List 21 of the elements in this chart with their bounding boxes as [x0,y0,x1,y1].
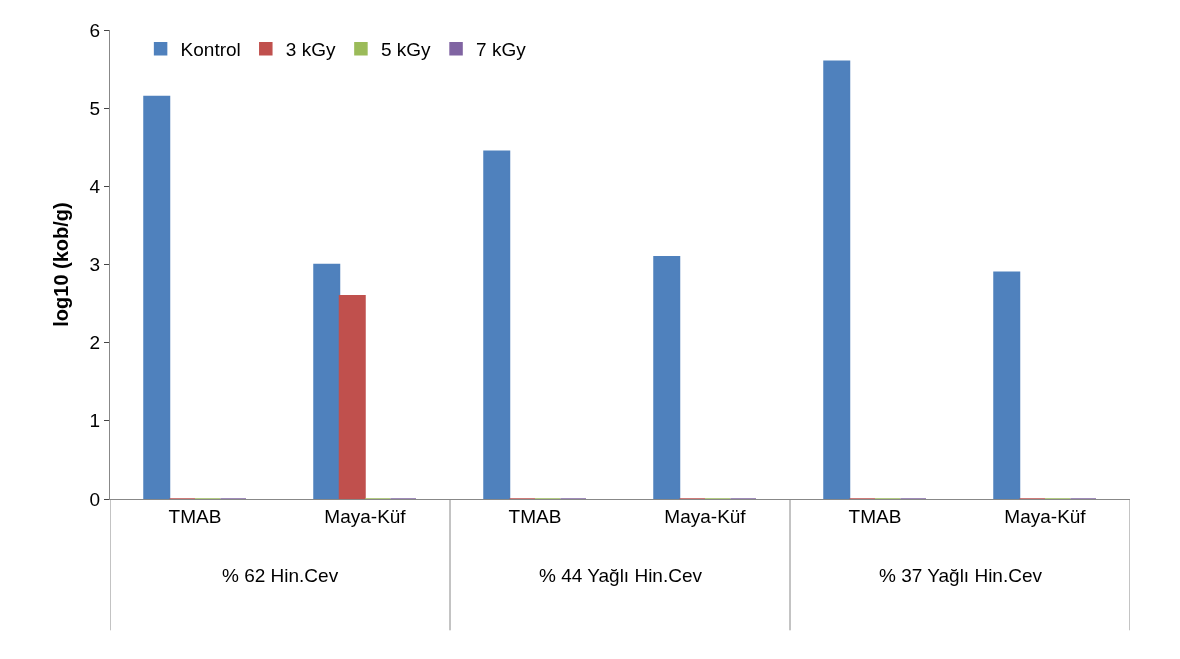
y-axis-title: log10 (kob/g) [50,202,73,327]
y-tick-label: 4 [89,175,101,197]
y-tick-label: 1 [89,410,101,432]
x-tick-label: TMAB [508,505,562,527]
y-tick-label: 6 [89,19,101,41]
y-tick-label: 0 [89,488,101,510]
x-tick-label: TMAB [848,505,902,527]
text: % 37 Yağlı Hin.Cev [879,565,1043,586]
x-tick-label: TMAB [168,505,222,527]
legend-label: 5 kGy [380,39,432,61]
x-tick-label: Maya-Küf [324,505,407,527]
x-tick-label: Maya-Küf [1004,505,1087,527]
y-tick-label: 2 [89,332,101,354]
legend-label: 3 kGy [285,39,336,61]
text: % 62 Hin.Cev [222,565,339,586]
text: % 44 Yağlı Hin.Cev [539,565,703,586]
y-tick-label: 3 [89,254,101,276]
legend-label: 7 kGy [476,39,527,61]
x-tick-label: Maya-Küf [664,505,747,527]
legend-label: Kontrol [180,39,241,61]
y-tick-label: 5 [89,97,101,119]
